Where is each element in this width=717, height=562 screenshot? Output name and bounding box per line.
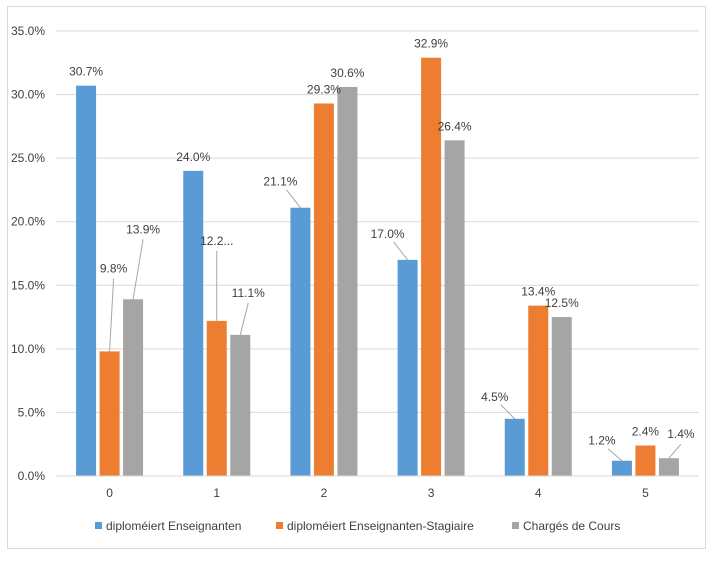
- bar: [76, 85, 97, 477]
- bar: [551, 317, 572, 476]
- data-label: 1.4%: [667, 427, 695, 441]
- x-axis: 0 1 2 3 4 5: [56, 475, 699, 500]
- y-tick-label: 35.0%: [11, 24, 45, 38]
- bar: [183, 170, 204, 476]
- bar: [397, 259, 418, 476]
- leader-line: [132, 239, 144, 300]
- bar: [658, 458, 679, 476]
- data-label: 29.3%: [307, 82, 341, 96]
- legend-swatch: [95, 522, 102, 529]
- bar: [337, 86, 358, 476]
- bar: [290, 207, 311, 476]
- leader-line: [668, 443, 682, 459]
- leader-line: [286, 189, 301, 209]
- data-label: 24.0%: [176, 150, 210, 164]
- data-label: 2.4%: [632, 424, 660, 438]
- legend-label: diploméiert Enseignanten: [106, 519, 241, 533]
- bar: [611, 460, 632, 476]
- y-tick-label: 5.0%: [18, 405, 46, 419]
- data-label: 26.4%: [438, 119, 472, 133]
- data-label: 12.5%: [545, 296, 579, 310]
- data-label: 30.7%: [69, 65, 103, 79]
- x-tick-label: 2: [321, 486, 328, 500]
- x-tick-label: 1: [213, 486, 220, 500]
- legend-label: Chargés de Cours: [523, 519, 620, 533]
- bar: [635, 445, 656, 476]
- legend-label: diploméiert Enseignanten-Stagiaire: [287, 519, 474, 533]
- data-label: 32.9%: [414, 37, 448, 51]
- x-tick-label: 0: [106, 486, 113, 500]
- data-label: 30.6%: [330, 66, 364, 80]
- legend-swatch: [276, 522, 283, 529]
- y-tick-label: 0.0%: [18, 469, 46, 483]
- y-tick-label: 25.0%: [11, 151, 45, 165]
- bars: [76, 57, 679, 477]
- gridlines: [56, 30, 699, 413]
- leader-line: [109, 278, 115, 352]
- x-tick-label: 5: [642, 486, 649, 500]
- x-tick-label: 4: [535, 486, 542, 500]
- bar: [206, 320, 227, 476]
- data-label: 4.5%: [481, 390, 509, 404]
- bar: [123, 299, 144, 476]
- leader-line: [607, 448, 623, 462]
- y-tick-label: 15.0%: [11, 278, 45, 292]
- data-label: 9.8%: [100, 261, 128, 275]
- data-label: 13.4%: [521, 285, 555, 299]
- data-label: 11.1%: [232, 286, 265, 300]
- bar: [504, 418, 525, 476]
- bar: [313, 103, 334, 476]
- leader-line: [239, 302, 249, 335]
- data-label: 12.2...: [200, 234, 233, 248]
- leader-line: [500, 404, 516, 420]
- x-tick-label: 3: [428, 486, 435, 500]
- y-tick-label: 10.0%: [11, 342, 45, 356]
- y-tick-label: 20.0%: [11, 215, 45, 229]
- y-tick-label: 30.0%: [11, 88, 45, 102]
- data-labels: 30.7% 24.0% 21.1% 17.0% 4.5% 1.2% 9.8% 12.2... 2…: [69, 37, 695, 448]
- data-label: 17.0%: [371, 227, 405, 241]
- leader-lines: [109, 189, 682, 462]
- leader-line: [393, 241, 408, 261]
- bar: [528, 305, 549, 476]
- bar: [444, 140, 465, 477]
- data-label: 21.1%: [263, 175, 297, 189]
- bar: [230, 334, 251, 476]
- legend-swatch: [512, 522, 519, 529]
- bar: [99, 351, 120, 476]
- bar: [421, 57, 442, 476]
- y-axis: 0.0% 5.0% 10.0% 15.0% 20.0% 25.0% 30.0% 35.0%: [11, 24, 45, 483]
- data-label: 13.9%: [126, 222, 160, 236]
- data-label: 1.2%: [588, 434, 616, 448]
- legend: diploméiert Enseignanten diploméiert Ense…: [95, 519, 620, 533]
